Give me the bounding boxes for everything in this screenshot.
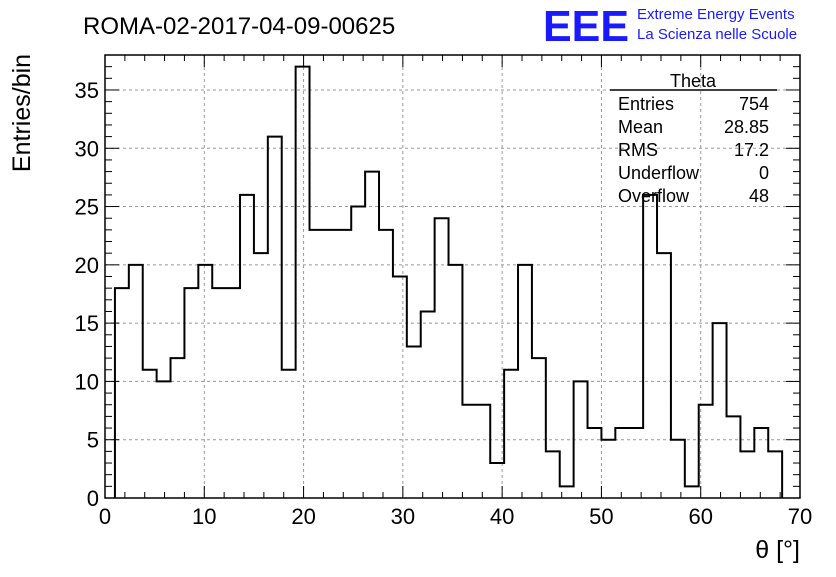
histogram-bin	[754, 428, 768, 498]
histogram-bin	[768, 451, 782, 498]
stats-label: Overflow	[618, 186, 690, 206]
x-tick-label: 60	[688, 504, 712, 529]
histogram-bin	[462, 405, 476, 498]
histogram-bin	[184, 288, 198, 498]
y-tick-label: 0	[87, 486, 99, 511]
histogram-bin	[629, 428, 643, 498]
histogram-bin	[671, 440, 685, 498]
histogram-bin	[157, 381, 171, 498]
y-tick-label: 20	[75, 253, 99, 278]
histogram-bin	[323, 230, 337, 498]
histogram-bin	[657, 253, 671, 498]
data-series	[113, 65, 784, 499]
histogram-bin	[268, 137, 282, 498]
histogram-bin	[560, 486, 574, 498]
histogram-bin	[351, 207, 365, 498]
histogram-bin	[310, 230, 324, 498]
histogram-bin	[727, 416, 741, 498]
histogram-bin	[574, 381, 588, 498]
logo-line-2: La Scienza nelle Scuole	[637, 26, 797, 43]
axis-ticks	[104, 55, 801, 499]
x-tick-label: 40	[490, 504, 514, 529]
grid-lines	[105, 55, 800, 498]
stats-label: Mean	[618, 117, 663, 137]
histogram-bin	[143, 370, 157, 498]
stats-value: 0	[759, 163, 769, 183]
histogram-bin	[532, 358, 546, 498]
x-axis-label: θ [°]	[755, 536, 800, 564]
y-tick-label: 35	[75, 78, 99, 103]
histogram-bin	[365, 172, 379, 498]
stats-label: RMS	[618, 140, 658, 160]
stats-label: Underflow	[618, 163, 700, 183]
histogram-bin	[476, 405, 490, 498]
eee-logo: EEE Extreme Energy Events La Scienza nel…	[543, 2, 797, 51]
histogram-bin	[226, 288, 240, 498]
histogram-bin	[685, 486, 699, 498]
histogram-bin	[546, 451, 560, 498]
histogram-bin	[449, 265, 463, 498]
stats-title: Theta	[670, 71, 717, 91]
x-tick-label: 0	[99, 504, 111, 529]
histogram-bin	[171, 358, 185, 498]
logo-line-1: Extreme Energy Events	[637, 6, 795, 23]
histogram-series	[113, 65, 784, 498]
histogram-bin	[643, 195, 657, 498]
histogram-bin	[115, 288, 129, 498]
x-tick-label: 50	[589, 504, 613, 529]
y-tick-label: 10	[75, 369, 99, 394]
histogram-bin	[393, 277, 407, 499]
x-tick-label: 10	[192, 504, 216, 529]
x-tick-label: 70	[788, 504, 812, 529]
stats-value: 28.85	[724, 117, 769, 137]
histogram-bin	[212, 288, 226, 498]
x-tick-label: 20	[291, 504, 315, 529]
histogram-bin	[699, 405, 713, 498]
histogram-bin	[615, 428, 629, 498]
stats-box: Theta Entries 754 Mean 28.85 RMS 17.2 Underflo…	[610, 71, 777, 206]
stats-value: 17.2	[734, 140, 769, 160]
stats-label: Entries	[618, 94, 674, 114]
histogram-bin	[254, 253, 268, 498]
y-tick-label: 15	[75, 311, 99, 336]
stats-rows: Entries 754 Mean 28.85 RMS 17.2 Underflow 0 Over…	[618, 94, 769, 206]
histogram-bin	[337, 230, 351, 498]
histogram-bin	[601, 440, 615, 498]
x-tick-label: 30	[391, 504, 415, 529]
plot-frame	[104, 54, 801, 499]
y-tick-label: 5	[87, 428, 99, 453]
histogram-bin	[490, 463, 504, 498]
run-title: ROMA-02-2017-04-09-00625	[83, 13, 395, 40]
histogram-bin	[407, 346, 421, 498]
y-tick-label: 25	[75, 195, 99, 220]
eee-logo-mark: EEE	[543, 2, 629, 51]
histogram-bin	[504, 370, 518, 498]
y-tick-label: 30	[75, 136, 99, 161]
histogram-bin	[435, 218, 449, 498]
histogram-bin	[421, 311, 435, 498]
histogram-bin	[282, 370, 296, 498]
histogram-bin	[379, 230, 393, 498]
histogram-bin	[588, 428, 602, 498]
stats-value: 754	[739, 94, 769, 114]
histogram-bin	[240, 195, 254, 498]
histogram-bin	[129, 265, 143, 498]
histogram-bin	[518, 265, 532, 498]
y-axis-label: Entries/bin	[8, 54, 36, 172]
stats-value: 48	[749, 186, 769, 206]
histogram-bin	[198, 265, 212, 498]
histogram-bin	[296, 67, 310, 498]
histogram-bin	[740, 451, 754, 498]
histogram-bin	[713, 323, 727, 498]
tick-labels: 0 10 20 30 40 50 60 70 0 5 10 15 20 25 30 35	[75, 78, 813, 529]
